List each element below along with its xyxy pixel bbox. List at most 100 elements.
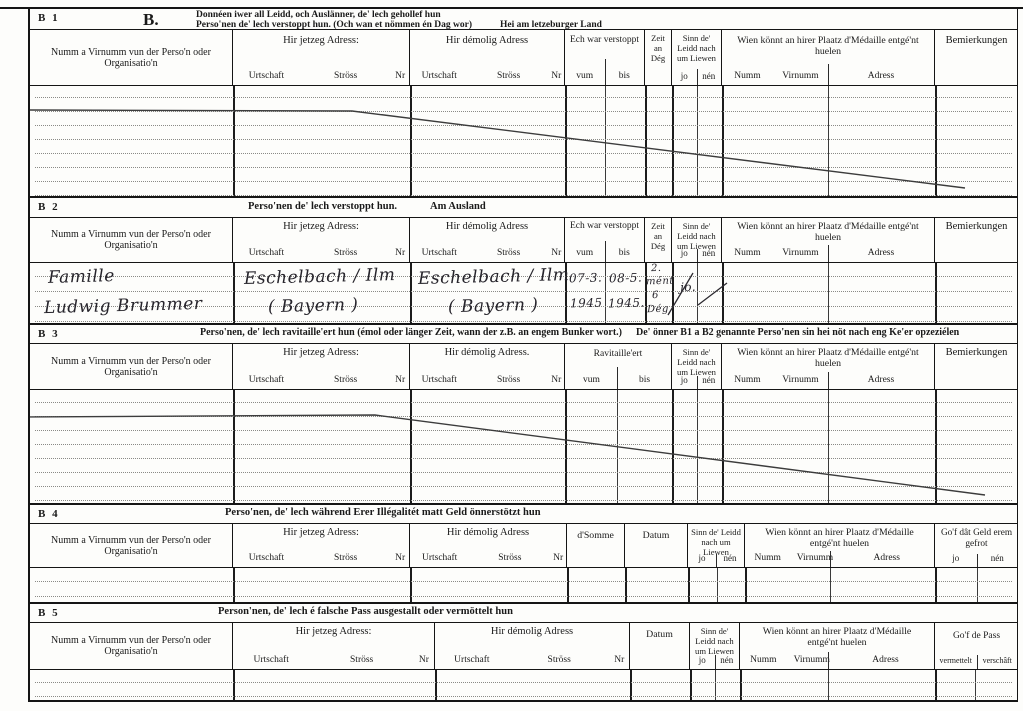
b1-bemierkungen-label: Bemierkungen	[945, 35, 1008, 46]
b3-bis-label: bis	[638, 375, 651, 385]
b2-adress-label: Adress	[867, 248, 895, 258]
b3-col-name: Numm a Virnumm vun der Perso'n oder Orga…	[30, 344, 233, 389]
b3-bemierkungen-label: Bemierkungen	[945, 347, 1008, 358]
b1-ruled-line	[35, 153, 1012, 154]
b4-ruled-line	[35, 596, 1012, 597]
form-b-table: B 1 B. Donnéen iwer all Leidd, och Auslä…	[28, 9, 1018, 702]
b2-demolig-nr: Nr	[551, 248, 562, 258]
b4-sinn-label: Sinn de' Leidd nach um Liewen	[691, 527, 741, 557]
b4-col-wien: Wien könnt an hirer Plaatz d'Médaille en…	[745, 524, 935, 567]
b3-col-demolig: Hir démolig Adress. Urtschaft Ströss Nr	[410, 344, 565, 389]
b1-title-suffix: Hei am letzeburger Land	[500, 20, 602, 30]
b1-demolig-urtschaft: Urtschaft	[421, 71, 457, 81]
b5-body-line	[935, 670, 937, 700]
entry-zeit-line2: mént	[645, 275, 674, 288]
b5-body-line	[233, 670, 235, 700]
b1-title-line2: Perso'nen de' lech verstoppt hun. (Och w…	[196, 20, 602, 30]
b1-verstoppt-label: Ech war verstoppt	[569, 35, 640, 45]
b1-jo-nen-divider	[696, 68, 698, 85]
b1-adress-label: Adress	[867, 71, 895, 81]
b2-ruled-line	[35, 276, 1012, 277]
b3-jo-label: jo	[680, 375, 688, 385]
b1-virnumm-adress-divider	[828, 64, 829, 85]
b5-demolig-label: Hir démolig Adress	[490, 626, 574, 637]
b1-ruled-line	[35, 181, 1012, 182]
b2-body-line	[722, 263, 724, 323]
b1-demolig-label: Hir démolig Adress	[445, 35, 529, 46]
b5-section-id: B 5	[38, 607, 60, 619]
b2-title-row: B 2 Perso'nen de' lech verstoppt hun. Am…	[30, 198, 1017, 218]
b1-vum-bis-divider	[604, 58, 606, 85]
b5-jetzeg-urtschaft: Urtschaft	[253, 655, 289, 665]
b3-nen-label: nén	[702, 375, 716, 385]
b1-jetzeg-stross: Ströss	[334, 71, 358, 81]
b3-ruled-line	[35, 430, 1012, 431]
b4-col-jetzeg: Hir jetzeg Adress: Urtschaft Ströss Nr	[233, 524, 410, 567]
b4-demolig-urtschaft: Urtschaft	[421, 553, 458, 563]
b4-ruled-line	[35, 581, 1012, 582]
b1-wien-label: Wien könnt an hirer Plaatz d'Médaille en…	[737, 35, 919, 57]
b1-ruled-line	[35, 195, 1012, 196]
b4-demolig-nr: Nr	[553, 553, 564, 563]
b3-col-wien: Wien könnt an hirer Plaatz d'Médaille en…	[722, 344, 935, 389]
b4-wien-label: Wien könnt an hirer Plaatz d'Médaille en…	[765, 527, 914, 549]
b1-jetzeg-nr: Nr	[395, 71, 406, 81]
b5-pass-divider	[976, 655, 978, 669]
b2-body-line	[410, 263, 412, 323]
b3-jo-nen-divider	[696, 375, 698, 389]
b1-col-sinn: Sinn de' Leidd nach um Liewen jo nén	[672, 30, 722, 85]
b1-header: Numm a Virnumm vun der Perso'n oder Orga…	[30, 30, 1017, 86]
b5-ruled-line	[35, 682, 1012, 683]
b4-jetzeg-stross: Ströss	[334, 553, 358, 563]
b3-ravitailleert-label: Ravitaille'ert	[593, 349, 643, 359]
b5-wien-label: Wien könnt an hirer Plaatz d'Médaille en…	[762, 626, 912, 648]
b5-jetzeg-label: Hir jetzeg Adress:	[295, 626, 372, 637]
b4-virnumm-adress-divider	[830, 550, 831, 567]
b4-jetzeg-urtschaft: Urtschaft	[248, 553, 285, 563]
b5-datum-label: Datum	[646, 629, 673, 640]
b3-strike-line	[30, 414, 986, 496]
b5-body-line	[715, 670, 716, 700]
entry-demolig-line2: ( Bayern )	[447, 294, 539, 318]
b1-body-line	[828, 86, 829, 196]
b2-wien-label: Wien könnt an hirer Plaatz d'Médaille en…	[737, 221, 919, 243]
b1-ruled-line	[35, 97, 1012, 98]
b3-demolig-nr: Nr	[551, 375, 562, 385]
b3-ruled-line	[35, 402, 1012, 403]
b2-title-text: Perso'nen de' lech verstoppt hun.	[248, 201, 398, 212]
b4-dsomme-label: d'Somme	[577, 530, 614, 541]
b5-col-datum: Datum	[630, 623, 690, 669]
b5-nen-label: nén	[720, 655, 734, 665]
b4-body-line	[567, 568, 569, 602]
b1-vum-label: vum	[576, 71, 594, 81]
b3-demolig-label: Hir démolig Adress.	[444, 347, 530, 358]
b3-ruled-line	[35, 458, 1012, 459]
b5-body-line	[435, 670, 437, 700]
entry-bis-line1: 08-5.	[608, 270, 643, 286]
entry-jetzeg-line1: Eschelbach / Ilm	[243, 265, 396, 289]
b4-demolig-label: Hir démolig Adress	[446, 527, 530, 538]
b4-col-name-label: Numm a Virnumm vun der Perso'n oder Orga…	[51, 534, 211, 557]
b2-numm-label: Numm	[734, 248, 761, 258]
b5-col-demolig: Hir démolig Adress Urtschaft Ströss Nr	[435, 623, 630, 669]
b3-col-ravitailleert: Ravitaille'ert vum bis	[565, 344, 672, 389]
b1-body	[30, 86, 1017, 198]
b5-numm-label: Numm	[750, 655, 777, 665]
b1-title-line1: Donnéen iwer all Leidd, och Auslänner, d…	[196, 10, 441, 20]
b2-body-line	[697, 263, 698, 323]
b2-jo-nen-divider	[696, 248, 698, 262]
b4-demolig-stross: Ströss	[498, 553, 522, 563]
b2-demolig-label: Hir démolig Adress	[445, 221, 529, 232]
b2-jetzeg-urtschaft: Urtschaft	[248, 248, 285, 258]
b4-col-name: Numm a Virnumm vun der Perso'n oder Orga…	[30, 524, 233, 567]
b3-virnumm-label: Virnumm	[782, 375, 819, 385]
b4-body	[30, 568, 1017, 604]
b4-body-line	[935, 568, 937, 602]
b1-col-name-label: Numm a Virnumm vun der Perso'n oder Orga…	[51, 46, 211, 69]
b2-bis-label: bis	[618, 248, 630, 258]
b1-col-bemierkungen: Bemierkungen	[935, 30, 1018, 85]
b2-demolig-urtschaft: Urtschaft	[421, 248, 457, 258]
b2-body-line	[645, 263, 647, 323]
b1-col-name: Numm a Virnumm vun der Perso'n oder Orga…	[30, 30, 233, 85]
b3-wien-label: Wien könnt an hirer Plaatz d'Médaille en…	[737, 347, 919, 369]
